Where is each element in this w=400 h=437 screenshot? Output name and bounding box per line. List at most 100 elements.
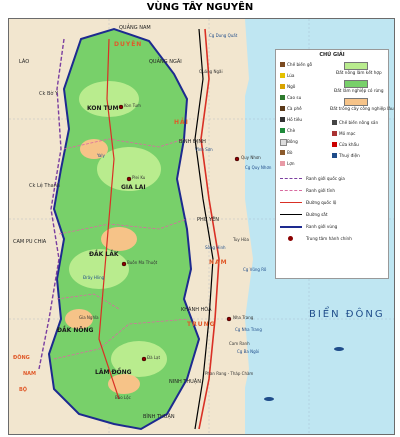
admin-center-icon bbox=[288, 236, 293, 241]
province-lamdong: LÂM ĐỒNG bbox=[95, 369, 132, 376]
border-kontum-gialai bbox=[63, 138, 185, 150]
factory-icon bbox=[332, 120, 337, 125]
neighbor-campuchia: CAM PU CHIA bbox=[13, 239, 47, 245]
tea-icon bbox=[280, 128, 285, 133]
agro-patch-2 bbox=[97, 147, 161, 191]
city-camranh: Cam Ranh bbox=[229, 341, 250, 346]
province-daknong: ĐẮK NÔNG bbox=[57, 327, 94, 334]
region-nam: NAM bbox=[209, 259, 228, 266]
pig-icon bbox=[280, 161, 285, 166]
crop-patch-4 bbox=[108, 374, 140, 394]
railway bbox=[194, 28, 214, 430]
map-canvas bbox=[9, 19, 394, 434]
rice-icon bbox=[280, 73, 285, 78]
region-duyen: DUYÊN bbox=[114, 41, 143, 48]
hydro-yali: Yaly bbox=[97, 153, 105, 158]
swatch-agro bbox=[344, 62, 368, 70]
neighbor-dnb-1: ĐÔNG bbox=[13, 355, 30, 361]
city-quynhon-dot bbox=[234, 156, 240, 162]
national-border bbox=[38, 38, 65, 370]
neighbor-dnb-3: BỘ bbox=[19, 387, 28, 393]
legend-item-1: Lúa bbox=[287, 73, 295, 78]
swatch-forest bbox=[344, 80, 368, 88]
legend-sym-2: Cửa khẩu bbox=[339, 142, 359, 147]
corn-icon bbox=[280, 84, 285, 89]
legend-area-1: Đất lâm nghiệp có rừng bbox=[334, 88, 384, 93]
legend-line-4: Ranh giới vùng bbox=[306, 224, 338, 229]
wood-icon bbox=[280, 62, 285, 67]
city-gianghia: Gia Nghĩa bbox=[79, 315, 99, 320]
legend-item-2: Ngô bbox=[287, 84, 296, 89]
port-quynhon: Cg Quy Nhơn bbox=[245, 165, 272, 170]
city-baoloc: Bảo Lộc bbox=[115, 395, 131, 400]
hydro-drayhling: Đrây Hling bbox=[83, 275, 105, 280]
neighbor-lao: LÀO bbox=[19, 59, 30, 65]
legend-sym-3: Thuỷ điện bbox=[339, 153, 360, 158]
city-bmt-dot bbox=[121, 261, 127, 267]
city-quangngai: Quảng Ngãi bbox=[199, 69, 223, 74]
legend-item-9: Lợn bbox=[287, 161, 295, 166]
map-frame: KON TUM GIA LAI ĐẮK LẮK ĐẮK NÔNG LÂM ĐỒN… bbox=[8, 18, 395, 435]
highway-14 bbox=[98, 38, 120, 400]
swatch-crop bbox=[344, 98, 368, 106]
neighbor-ninhthuan: NINH THUẬN bbox=[169, 379, 201, 385]
rubber-icon bbox=[280, 95, 285, 100]
agro-patch-3 bbox=[69, 249, 129, 289]
hydro-vinhson: Vĩnh Sơn bbox=[195, 147, 213, 152]
legend-item-4: Cà phê bbox=[287, 106, 302, 111]
legend-area-2: Đất trồng cây công nghiệp lâu năm bbox=[330, 106, 394, 111]
legend-line-3: Đường sắt bbox=[306, 212, 328, 217]
sea-label: BIỂN ĐÔNG bbox=[309, 309, 385, 320]
neighbor-khanhhoa: KHÁNH HÒA bbox=[181, 307, 212, 313]
legend-sym-1: Mỏ mạc bbox=[339, 131, 356, 136]
mine-icon bbox=[332, 131, 337, 136]
coffee-icon bbox=[280, 106, 285, 111]
line-highway bbox=[280, 202, 302, 203]
city-dalat: Đà Lạt bbox=[147, 355, 161, 360]
province-gialai: GIA LAI bbox=[121, 184, 146, 191]
legend-area-0: Đất nông lâm kết hợp bbox=[336, 70, 382, 75]
fish-icon bbox=[334, 347, 344, 351]
border-daklak-daknong bbox=[56, 293, 120, 310]
cattle-icon bbox=[280, 150, 285, 155]
hydro-icon bbox=[332, 153, 337, 158]
legend-line-1: Ranh giới tỉnh bbox=[306, 188, 336, 193]
legend-sym-0: Chế biến nông sản bbox=[339, 120, 379, 125]
city-quynhon: Quy Nhơn bbox=[241, 155, 261, 160]
line-railway bbox=[280, 214, 302, 215]
legend-item-0: Chế biến gỗ bbox=[287, 62, 313, 67]
city-kontum-dot bbox=[118, 104, 124, 110]
hydro-songhinh: Sông Hinh bbox=[205, 245, 226, 250]
neighbor-binhthuan: BÌNH THUẬN bbox=[143, 414, 175, 420]
neighbor-quangnam: QUẢNG NAM bbox=[119, 25, 151, 31]
province-kontum: KON TUM bbox=[87, 105, 119, 112]
border-gialai-daklak bbox=[58, 218, 188, 235]
legend-line-0: Ranh giới quốc gia bbox=[306, 176, 345, 181]
line-region bbox=[280, 226, 302, 228]
legend-item-3: Cao su bbox=[287, 95, 302, 100]
city-pleiku-dot bbox=[126, 176, 132, 182]
port-bangoi: Cg Ba Ngòi bbox=[237, 349, 260, 354]
neighbor-dnb-2: NAM bbox=[23, 371, 37, 377]
line-national bbox=[280, 178, 302, 179]
neighbor-phuyen: PHÚ YÊN bbox=[197, 217, 219, 223]
fish-icon bbox=[264, 397, 274, 401]
agro-patch-1 bbox=[79, 81, 139, 117]
legend-title: CHÚ GIẢI bbox=[319, 52, 345, 58]
neighbor-binhdinh: BÌNH ĐỊNH bbox=[179, 139, 206, 145]
province-daklak: ĐẮK LẮK bbox=[89, 251, 119, 258]
city-pleiku: Plei Ku bbox=[132, 175, 146, 180]
border-gate-icon bbox=[332, 142, 337, 147]
pepper-icon bbox=[280, 117, 285, 122]
city-kontum: Kon Tum bbox=[124, 103, 141, 108]
city-tuyhoa: Tuy Hòa bbox=[233, 237, 249, 242]
legend: CHÚ GIẢI Chế biến gỗ Lúa Ngô Cao su Cà p… bbox=[275, 49, 394, 279]
city-dalat-dot bbox=[141, 356, 147, 362]
legend-item-7: Bông bbox=[287, 139, 298, 144]
map-title: VÙNG TÂY NGUYÊN bbox=[146, 2, 254, 13]
city-nhatrang-dot bbox=[226, 316, 232, 322]
city-nhatrang: Nha Trang bbox=[233, 315, 254, 320]
crop-patch-2 bbox=[101, 227, 137, 251]
border-daknong-lamdong bbox=[53, 318, 190, 360]
region-trung: TRUNG bbox=[187, 321, 216, 328]
